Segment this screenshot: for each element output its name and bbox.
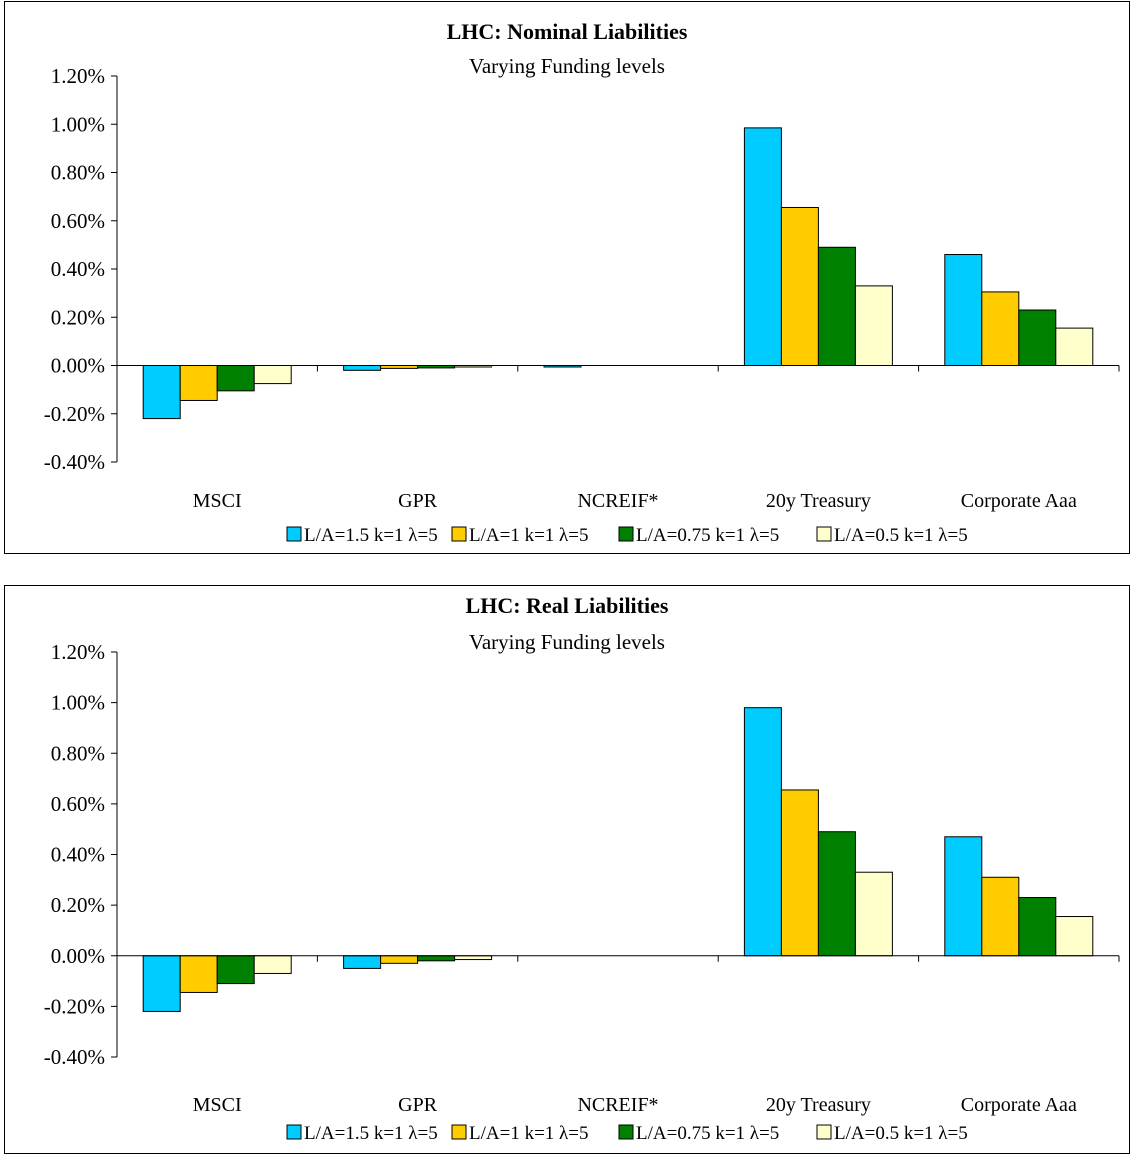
bar: [254, 366, 291, 384]
bar: [855, 872, 892, 956]
y-tick-label: 1.20%: [51, 640, 105, 664]
y-tick-label: 0.00%: [51, 944, 105, 968]
y-tick-label: 0.40%: [51, 257, 105, 281]
bar: [217, 366, 254, 391]
category-label: MSCI: [193, 1094, 242, 1116]
legend-swatch: [287, 527, 301, 541]
y-tick-label: 1.00%: [51, 112, 105, 136]
legend-label: L/A=0.5 k=1 λ=5: [834, 1123, 968, 1144]
legend-label: L/A=1.5 k=1 λ=5: [304, 525, 438, 546]
bar: [143, 956, 180, 1012]
bar: [344, 956, 381, 969]
bar: [1019, 898, 1056, 956]
bar: [982, 292, 1019, 366]
bar: [418, 956, 455, 961]
bar: [818, 832, 855, 956]
y-tick-label: -0.40%: [44, 1045, 105, 1069]
chart-nominal-liabilities: LHC: Nominal Liabilities Varying Funding …: [5, 2, 1129, 553]
legend-swatch: [817, 527, 831, 541]
bar: [818, 247, 855, 365]
bar: [945, 255, 982, 366]
y-tick-label: 1.00%: [51, 691, 105, 715]
y-tick-label: 0.80%: [51, 741, 105, 765]
y-tick-label: 0.00%: [51, 354, 105, 378]
legend-label: L/A=0.5 k=1 λ=5: [834, 525, 968, 546]
legend-label: L/A=0.75 k=1 λ=5: [636, 525, 779, 546]
legend-swatch: [619, 1125, 633, 1139]
category-label: GPR: [398, 1094, 438, 1116]
category-label: 20y Treasury: [766, 490, 871, 512]
chart-title: LHC: Nominal Liabilities: [447, 19, 688, 44]
legend-swatch: [452, 527, 466, 541]
bar: [381, 956, 418, 964]
bar: [180, 366, 217, 401]
y-tick-label: -0.20%: [44, 994, 105, 1018]
chart-panel-real: LHC: Real Liabilities Varying Funding lev…: [4, 585, 1130, 1154]
legend-label: L/A=1 k=1 λ=5: [469, 525, 588, 546]
legend-swatch: [817, 1125, 831, 1139]
bar: [344, 366, 381, 371]
y-tick-label: 0.20%: [51, 893, 105, 917]
y-tick-label: 1.20%: [51, 64, 105, 88]
bar: [1056, 917, 1093, 956]
y-tick-label: 0.40%: [51, 843, 105, 867]
y-tick-label: 0.80%: [51, 161, 105, 185]
bar: [1056, 328, 1093, 365]
legend: L/A=1.5 k=1 λ=5 L/A=1 k=1 λ=5 L/A=0.75 k=1…: [287, 1123, 968, 1144]
legend-swatch: [287, 1125, 301, 1139]
bar: [781, 207, 818, 365]
bar: [143, 366, 180, 419]
category-label: 20y Treasury: [766, 1094, 871, 1116]
bar: [744, 128, 781, 366]
bar: [855, 286, 892, 366]
legend: L/A=1.5 k=1 λ=5 L/A=1 k=1 λ=5 L/A=0.75 k=1…: [287, 525, 968, 546]
legend-swatch: [619, 527, 633, 541]
chart-panel-nominal: LHC: Nominal Liabilities Varying Funding …: [4, 1, 1130, 554]
category-label: Corporate Aaa: [961, 490, 1077, 512]
bar: [982, 877, 1019, 955]
bar: [945, 837, 982, 956]
bar: [781, 790, 818, 956]
y-tick-label: -0.20%: [44, 402, 105, 426]
y-tick-label: -0.40%: [44, 450, 105, 474]
bar: [180, 956, 217, 993]
category-label: NCREIF*: [577, 490, 658, 512]
chart-subtitle: Varying Funding levels: [469, 630, 665, 654]
bar: [254, 956, 291, 974]
bar: [744, 708, 781, 956]
y-tick-label: 0.60%: [51, 792, 105, 816]
bar: [1019, 310, 1056, 365]
chart-title: LHC: Real Liabilities: [466, 593, 669, 618]
chart-real-liabilities: LHC: Real Liabilities Varying Funding lev…: [5, 586, 1129, 1153]
y-tick-label: 0.20%: [51, 305, 105, 329]
category-label: Corporate Aaa: [961, 1094, 1077, 1116]
y-tick-label: 0.60%: [51, 209, 105, 233]
bar: [455, 956, 492, 960]
chart-subtitle: Varying Funding levels: [469, 54, 665, 78]
legend-label: L/A=0.75 k=1 λ=5: [636, 1123, 779, 1144]
legend-label: L/A=1.5 k=1 λ=5: [304, 1123, 438, 1144]
legend-swatch: [452, 1125, 466, 1139]
category-label: NCREIF*: [577, 1094, 658, 1116]
category-label: MSCI: [193, 490, 242, 512]
legend-label: L/A=1 k=1 λ=5: [469, 1123, 588, 1144]
bar: [217, 956, 254, 984]
category-label: GPR: [398, 490, 438, 512]
